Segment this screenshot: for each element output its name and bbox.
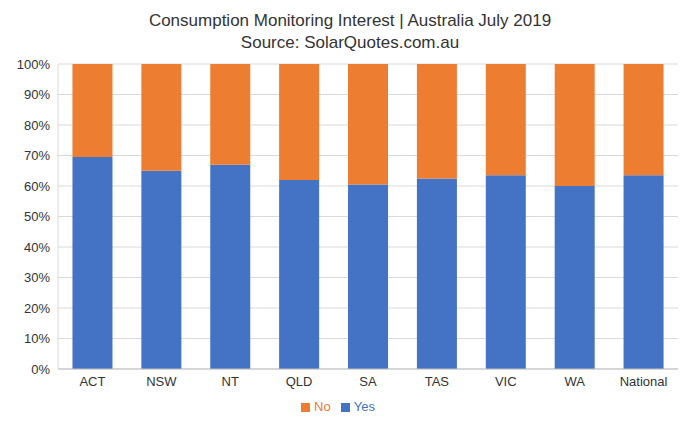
svg-text:70%: 70% [24, 148, 50, 163]
svg-text:NT: NT [222, 374, 239, 389]
html-text:No: No [314, 399, 331, 414]
svg-text:National: National [620, 374, 668, 389]
svg-text:80%: 80% [24, 118, 50, 133]
svg-text:QLD: QLD [286, 374, 313, 389]
svg-text:0%: 0% [31, 362, 50, 377]
svg-text:40%: 40% [24, 240, 50, 255]
svg-text:VIC: VIC [495, 374, 517, 389]
svg-text:SA: SA [359, 374, 377, 389]
svg-text:10%: 10% [24, 331, 50, 346]
svg-text:30%: 30% [24, 270, 50, 285]
svg-text:50%: 50% [24, 209, 50, 224]
svg-text:WA: WA [564, 374, 585, 389]
svg-text:60%: 60% [24, 179, 50, 194]
html-text:Source: SolarQuotes.com.au: Source: SolarQuotes.com.au [240, 33, 460, 52]
svg-text:20%: 20% [24, 301, 50, 316]
svg-text:TAS: TAS [425, 374, 450, 389]
svg-text:90%: 90% [24, 87, 50, 102]
html-text:Consumption Monitoring Interes: Consumption Monitoring Interest | Austra… [148, 11, 552, 30]
svg-text:ACT: ACT [79, 374, 105, 389]
html-text:Yes: Yes [353, 399, 375, 414]
svg-text:NSW: NSW [146, 374, 177, 389]
svg-text:100%: 100% [17, 57, 51, 72]
